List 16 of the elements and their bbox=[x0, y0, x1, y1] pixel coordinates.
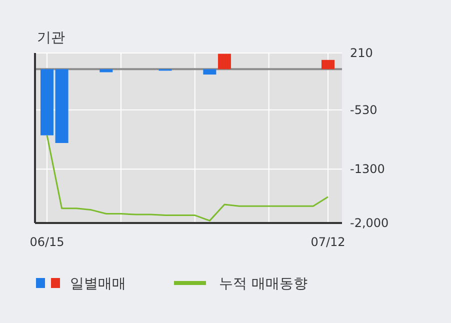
bar bbox=[100, 69, 113, 72]
y-tick-label: -530 bbox=[350, 102, 378, 117]
bar bbox=[55, 69, 68, 143]
legend-label: 일별매매 bbox=[70, 276, 126, 292]
bar bbox=[40, 69, 54, 136]
x-tick-label: 07/12 bbox=[310, 235, 346, 249]
x-tick-label: 06/15 bbox=[30, 235, 64, 249]
bar bbox=[322, 60, 334, 70]
bar bbox=[203, 69, 216, 75]
y-tick-label: -2,000 bbox=[350, 216, 389, 230]
bar bbox=[218, 54, 231, 70]
y-tick-label: 210 bbox=[350, 46, 373, 60]
line-series bbox=[46, 134, 329, 222]
y-tick-label: -1300 bbox=[350, 162, 385, 176]
chart-title: 기관 bbox=[37, 30, 65, 46]
legend-label: 누적 매매동향 bbox=[219, 276, 308, 292]
